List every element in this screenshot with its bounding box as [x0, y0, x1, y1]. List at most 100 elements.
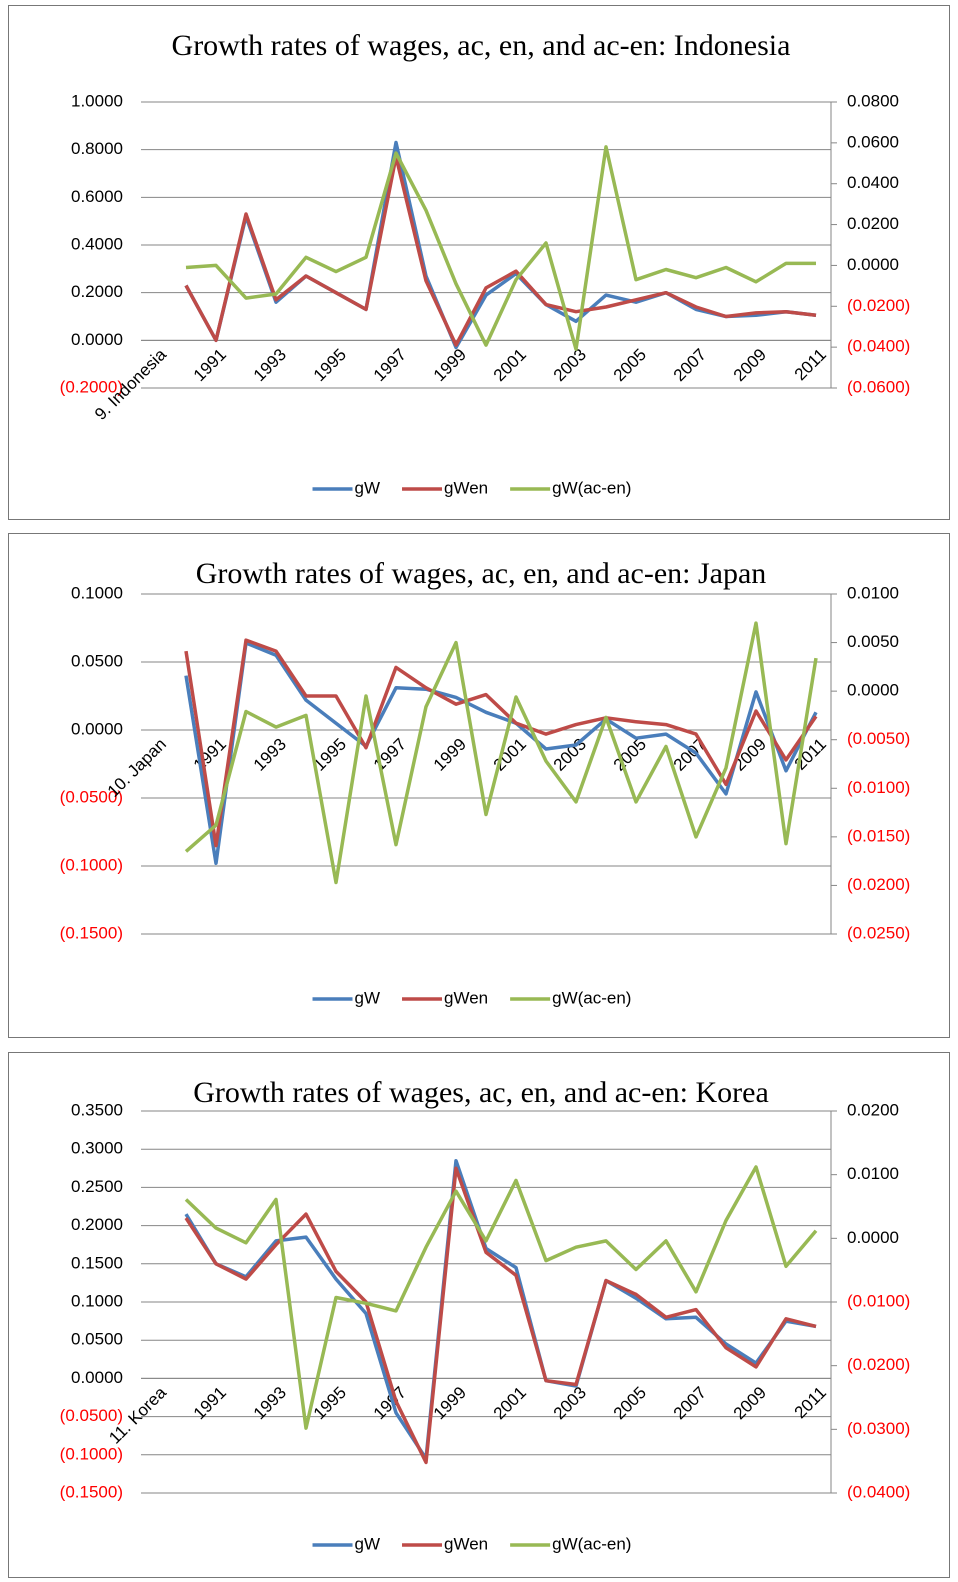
- x-tick-label: 1997: [370, 345, 410, 385]
- y-tick-label: 0.3500: [71, 1100, 123, 1119]
- y-tick-label: 0.0000: [71, 719, 123, 738]
- y2-tick-label: (0.0100): [847, 1291, 910, 1310]
- y2-tick-label: 0.0100: [847, 583, 899, 602]
- x-tick-label: 1993: [250, 345, 290, 385]
- y2-tick-label: (0.0150): [847, 826, 910, 845]
- series-line: [184, 621, 818, 885]
- legend: gW gWen gW(ac-en): [312, 988, 631, 1007]
- y2-tick-label: 0.0000: [847, 681, 899, 700]
- series-line: [184, 641, 818, 866]
- y-tick-label: 0.4000: [71, 234, 123, 253]
- y2-tick-label: 0.0000: [847, 1228, 899, 1247]
- x-tick-label: 1999: [430, 735, 470, 775]
- chart-title: Growth rates of wages, ac, en, and ac-en…: [195, 557, 767, 590]
- chart: (0.2000) 0.0000 0.2000 0.4000 0.6000 0.8000 1.…: [60, 91, 911, 497]
- legend-label: gWen: [444, 478, 488, 497]
- y2-tick-label: 0.0800: [847, 91, 899, 110]
- legend-label: gWen: [444, 988, 488, 1007]
- x-tick-label: 2009: [730, 345, 770, 385]
- y2-tick-label: (0.0200): [847, 1355, 910, 1374]
- chart-panel: (0.1500) (0.1000) (0.0500) 0.0000 0.0500 0.10…: [8, 1052, 950, 1578]
- legend-label: gW: [355, 988, 381, 1007]
- legend-label: gW: [355, 1534, 381, 1553]
- x-tick-label: 1993: [250, 1383, 290, 1423]
- x-tick-label: 1999: [430, 1383, 470, 1423]
- y2-tick-label: 0.0600: [847, 132, 899, 151]
- legend: gW gWen gW(ac-en): [312, 1534, 631, 1553]
- series-line: [184, 1166, 817, 1465]
- y2-tick-label: (0.0050): [847, 729, 910, 748]
- y-tick-label: 1.0000: [71, 91, 123, 110]
- legend: gW gWen gW(ac-en): [312, 478, 631, 497]
- y-tick-label: 0.2000: [71, 1215, 123, 1234]
- chart-panel: (0.2000) 0.0000 0.2000 0.4000 0.6000 0.8000 1.…: [8, 5, 950, 520]
- x-tick-label: 2011: [791, 345, 830, 384]
- y-tick-label: 0.3000: [71, 1139, 123, 1158]
- y2-tick-label: 0.0200: [847, 214, 899, 233]
- chart-panel: (0.1500) (0.1000) (0.0500) 0.0000 0.0500 0.10…: [8, 533, 950, 1038]
- legend-label: gW(ac-en): [552, 1534, 631, 1553]
- y2-tick-label: 0.0200: [847, 1100, 899, 1119]
- y-tick-label: (0.1000): [60, 1444, 123, 1463]
- y2-tick-label: 0.0400: [847, 173, 899, 192]
- y-tick-label: 0.6000: [71, 187, 123, 206]
- y-tick-label: 0.1000: [71, 1291, 123, 1310]
- y2-tick-label: (0.0100): [847, 778, 910, 797]
- y-tick-label: (0.0500): [60, 787, 123, 806]
- series-line: [184, 638, 818, 848]
- x-tick-label: 2003: [550, 345, 590, 385]
- x-tick-label: 2007: [670, 345, 710, 385]
- x-tick-label: 1999: [430, 345, 470, 385]
- chart-title: Growth rates of wages, ac, en, and ac-en…: [171, 29, 791, 62]
- series-line: [184, 1165, 818, 1430]
- y-tick-label: (0.0500): [60, 1406, 123, 1425]
- legend-label: gWen: [444, 1534, 488, 1553]
- y2-tick-label: (0.0400): [847, 337, 910, 356]
- x-tick-label: 2005: [610, 1383, 650, 1423]
- x-tick-label: 1991: [190, 345, 230, 385]
- y2-tick-label: 0.0000: [847, 255, 899, 274]
- x-tick-label: 2007: [670, 1383, 710, 1423]
- x-tick-label: 2009: [730, 1383, 770, 1423]
- legend-label: gW(ac-en): [552, 988, 631, 1007]
- y2-tick-label: 0.0100: [847, 1164, 899, 1183]
- y-tick-label: 0.0500: [71, 1330, 123, 1349]
- chart: (0.1500) (0.1000) (0.0500) 0.0000 0.0500 0.10…: [60, 1100, 911, 1553]
- y-tick-label: (0.1000): [60, 855, 123, 874]
- y-tick-label: 0.8000: [71, 139, 123, 158]
- chart: (0.1500) (0.1000) (0.0500) 0.0000 0.0500 0.10…: [60, 583, 911, 1007]
- y-tick-label: 0.0000: [71, 330, 123, 349]
- series-line: [185, 145, 816, 351]
- x-tick-label: 1995: [310, 345, 350, 385]
- x-tick-label: 1991: [190, 1383, 230, 1423]
- chart-title: Growth rates of wages, ac, en, and ac-en…: [193, 1076, 769, 1109]
- x-tick-label: 1993: [250, 735, 290, 775]
- y2-tick-label: (0.0600): [847, 377, 910, 396]
- x-tick-label: 2003: [550, 735, 590, 775]
- x-tick-label: 2001: [490, 1383, 530, 1423]
- y-tick-label: 0.0500: [71, 651, 123, 670]
- y-tick-label: (0.2000): [60, 377, 123, 396]
- legend-label: gW(ac-en): [552, 478, 631, 497]
- y-tick-label: 0.2500: [71, 1177, 123, 1196]
- x-tick-label: 2001: [490, 345, 530, 385]
- series-line: [184, 155, 817, 347]
- legend-label: gW: [355, 478, 381, 497]
- y-tick-label: 0.1500: [71, 1253, 123, 1272]
- x-tick-label: 2005: [610, 345, 650, 385]
- y-tick-label: 0.1000: [71, 583, 123, 602]
- y2-tick-label: (0.0300): [847, 1419, 910, 1438]
- y2-tick-label: (0.0250): [847, 923, 910, 942]
- y-tick-label: (0.1500): [60, 1482, 123, 1501]
- y-tick-label: (0.1500): [60, 923, 123, 942]
- y2-tick-label: (0.0200): [847, 296, 910, 315]
- y2-tick-label: (0.0200): [847, 875, 910, 894]
- x-tick-label: 2003: [550, 1383, 590, 1423]
- y-tick-label: 0.0000: [71, 1368, 123, 1387]
- x-tick-label: 10. Japan: [104, 735, 170, 801]
- y2-tick-label: 0.0050: [847, 632, 899, 651]
- y2-tick-label: (0.0400): [847, 1482, 910, 1501]
- y-tick-label: 0.2000: [71, 282, 123, 301]
- x-tick-label: 2001: [490, 735, 530, 775]
